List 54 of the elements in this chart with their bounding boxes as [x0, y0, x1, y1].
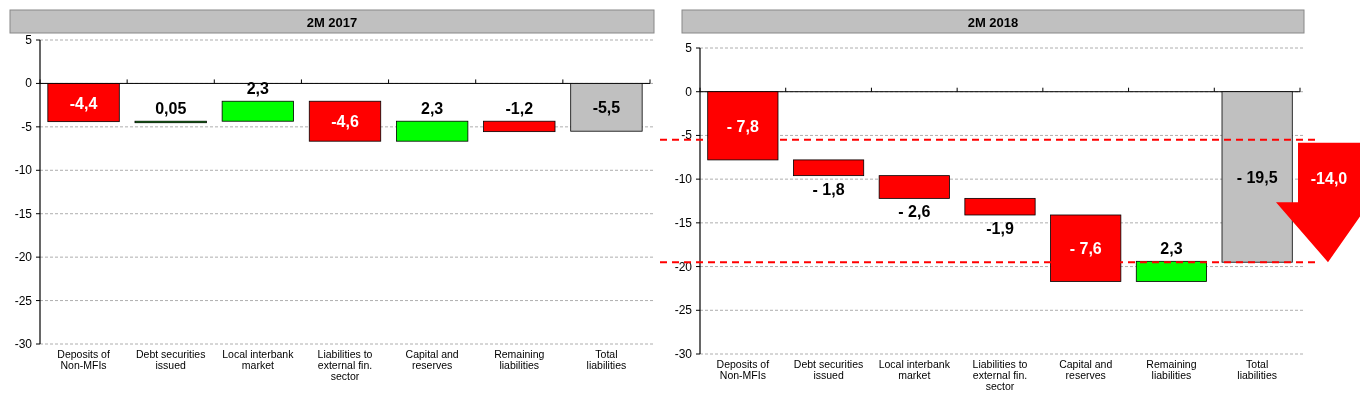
bar — [878, 175, 950, 199]
data-label: 2,3 — [421, 100, 444, 118]
data-label: - 19,5 — [1236, 168, 1278, 186]
bar — [1135, 260, 1207, 282]
data-label: -4,6 — [331, 113, 359, 131]
data-label: 2,3 — [1160, 240, 1183, 258]
x-tick-label: Total liabilities — [586, 348, 627, 371]
x-tick-label: Liabilities to external fin. sector — [972, 358, 1028, 392]
data-label: - 7,6 — [1069, 240, 1102, 258]
data-label: -1,2 — [505, 100, 534, 118]
bar — [793, 159, 865, 177]
y-tick-label: -30 — [674, 347, 693, 361]
y-tick-label: -25 — [674, 303, 693, 318]
x-tick-label: Deposits of Non-MFIs — [57, 348, 110, 371]
y-tick-label: 0 — [685, 84, 693, 99]
bar — [396, 120, 469, 142]
y-tick-label: -5 — [21, 119, 33, 134]
y-tick-label: -20 — [14, 250, 33, 265]
y-tick-label: -25 — [14, 293, 33, 308]
x-tick-label: Deposits of Non-MFIs — [716, 358, 770, 381]
y-tick-label: -5 — [681, 128, 693, 143]
x-tick-label: Remaining liabilities — [494, 348, 545, 371]
data-label: 2,3 — [246, 80, 270, 98]
chart-title: 2M 2018 — [967, 15, 1019, 30]
x-tick-label: Capital and reserves — [1059, 358, 1113, 381]
data-label: -1,9 — [986, 219, 1014, 237]
y-tick-label: -15 — [674, 215, 693, 230]
bar — [483, 120, 556, 133]
x-tick-label: Capital and reserves — [405, 348, 459, 371]
y-tick-label: -10 — [14, 163, 33, 178]
bar — [308, 100, 382, 142]
x-tick-label: Total liabilities — [1237, 358, 1277, 381]
data-label: - 1,8 — [812, 180, 845, 198]
data-label: 0,05 — [155, 100, 187, 118]
x-tick-label: Local interbank market — [878, 358, 951, 381]
y-tick-label: 5 — [685, 41, 693, 55]
data-label: - 7,8 — [726, 117, 759, 135]
y-tick-label: -15 — [14, 206, 33, 221]
x-tick-label: Local interbank market — [222, 348, 295, 371]
y-tick-label: 0 — [25, 76, 33, 91]
x-tick-label: Debt securities issued — [793, 358, 864, 381]
bar — [964, 197, 1036, 216]
y-tick-label: -10 — [674, 172, 693, 187]
y-tick-label: 5 — [25, 33, 33, 47]
x-tick-label: Remaining liabilities — [1146, 358, 1197, 381]
data-label: -5,5 — [592, 99, 621, 117]
y-tick-label: -30 — [14, 337, 33, 351]
data-label: -4,4 — [69, 94, 98, 112]
text: -14,0 — [1310, 169, 1348, 187]
chart-title: 2M 2017 — [306, 15, 358, 30]
x-tick-label: Liabilities to external fin. sector — [317, 348, 373, 382]
data-label: - 2,6 — [898, 203, 931, 221]
bar — [221, 100, 294, 122]
x-tick-label: Debt securities issued — [135, 348, 206, 371]
